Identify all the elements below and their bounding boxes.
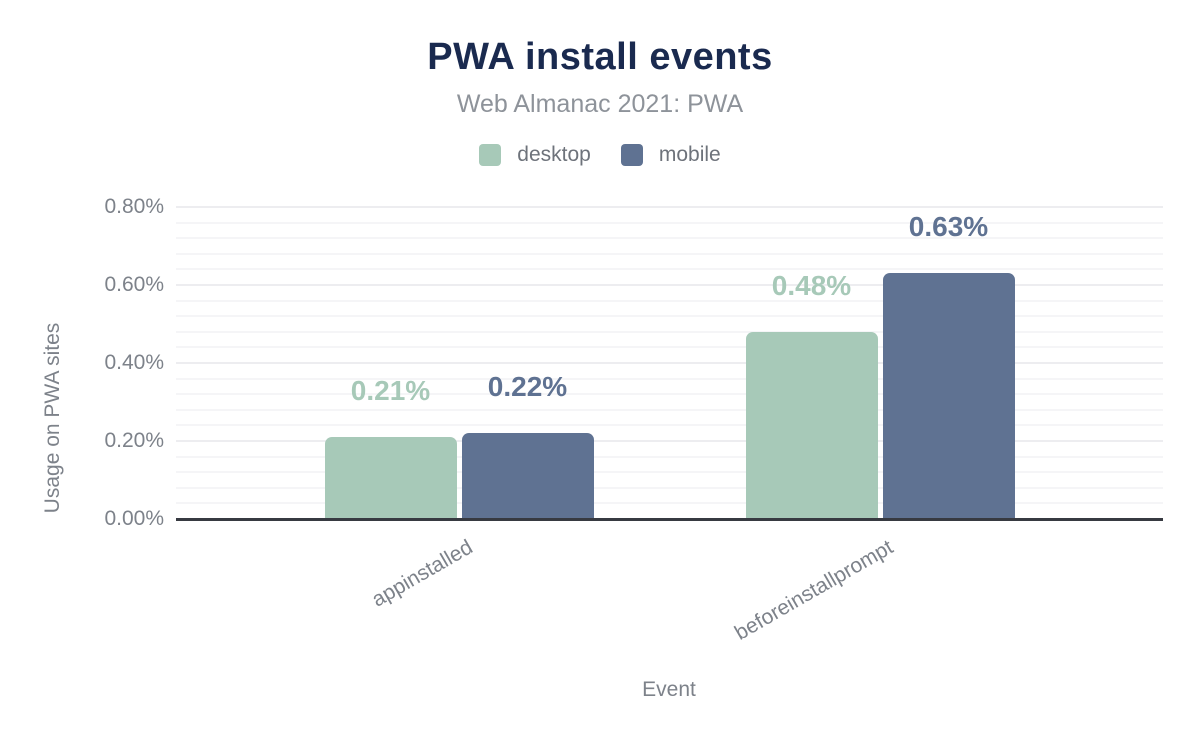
y-tick-label: 0.40% [104,351,164,374]
minor-gridline [176,377,1163,380]
y-tick-label: 0.80% [104,195,164,218]
y-tick-label: 0.00% [104,507,164,530]
legend-item-mobile[interactable]: mobile [620,143,721,167]
bar-value-label-mobile-appinstalled: 0.22% [487,371,568,403]
x-tick-label-beforeinstallprompt: beforeinstallprompt [731,535,898,645]
minor-gridline [176,486,1163,489]
chart-subtitle: Web Almanac 2021: PWA [456,90,744,118]
minor-gridline [176,346,1163,349]
major-gridline [176,440,1163,442]
y-tick-label: 0.60% [104,273,164,296]
mobile-legend-label: mobile [658,143,721,166]
minor-gridline [176,330,1163,333]
legend: desktop mobile [0,143,1200,167]
minor-gridline [176,252,1163,255]
minor-gridline [176,299,1163,302]
desktop-legend-label: desktop [517,143,591,166]
minor-gridline [176,455,1163,458]
minor-gridline [176,315,1163,318]
major-gridline [176,362,1163,364]
bar-desktop-beforeinstallprompt[interactable] [745,331,878,519]
x-axis-title: Event [642,678,696,701]
minor-gridline [176,393,1163,396]
plot-area: 0.21% 0.22% 0.48% 0.63% [176,206,1163,521]
y-tick-label: 0.20% [104,429,164,452]
minor-gridline [176,237,1163,240]
minor-gridline [176,268,1163,271]
chart-title: PWA install events [427,36,773,78]
x-axis-line [176,518,1163,521]
desktop-legend-swatch [479,144,502,166]
x-tick-label-appinstalled: appinstalled [367,535,477,612]
bar-value-label-desktop-beforeinstallprompt: 0.48% [771,269,852,301]
bar-value-label-mobile-beforeinstallprompt: 0.63% [908,211,989,243]
bar-mobile-beforeinstallprompt[interactable] [882,273,1015,519]
minor-gridline [176,424,1163,427]
mobile-legend-swatch [620,144,643,166]
bar-desktop-appinstalled[interactable] [324,437,457,519]
major-gridline [176,206,1163,208]
minor-gridline [176,502,1163,505]
minor-gridline [176,408,1163,411]
legend-item-desktop[interactable]: desktop [479,143,591,167]
bar-value-label-desktop-appinstalled: 0.21% [350,375,431,407]
minor-gridline [176,221,1163,224]
major-gridline [176,284,1163,286]
minor-gridline [176,471,1163,474]
bar-mobile-appinstalled[interactable] [461,433,594,519]
